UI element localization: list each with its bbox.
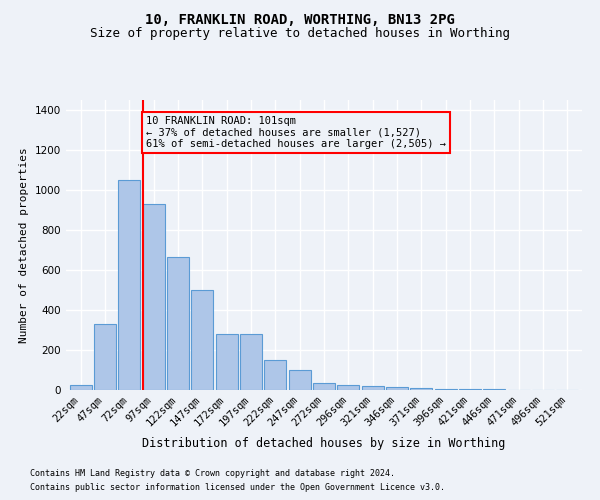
Text: 10, FRANKLIN ROAD, WORTHING, BN13 2PG: 10, FRANKLIN ROAD, WORTHING, BN13 2PG: [145, 12, 455, 26]
Bar: [143, 204, 164, 390]
Y-axis label: Number of detached properties: Number of detached properties: [19, 147, 29, 343]
Bar: [313, 383, 335, 390]
Bar: [215, 334, 238, 390]
Bar: [94, 324, 116, 390]
Bar: [167, 257, 189, 390]
Bar: [118, 180, 140, 390]
Text: Contains public sector information licensed under the Open Government Licence v3: Contains public sector information licen…: [30, 484, 445, 492]
Bar: [240, 334, 262, 390]
Bar: [191, 290, 213, 390]
Text: Size of property relative to detached houses in Worthing: Size of property relative to detached ho…: [90, 28, 510, 40]
Bar: [70, 385, 92, 390]
Text: Contains HM Land Registry data © Crown copyright and database right 2024.: Contains HM Land Registry data © Crown c…: [30, 468, 395, 477]
Bar: [362, 386, 383, 390]
Bar: [435, 389, 457, 390]
Bar: [337, 385, 359, 390]
Bar: [265, 360, 286, 390]
Text: 10 FRANKLIN ROAD: 101sqm
← 37% of detached houses are smaller (1,527)
61% of sem: 10 FRANKLIN ROAD: 101sqm ← 37% of detach…: [146, 116, 446, 149]
Bar: [386, 387, 408, 390]
Bar: [410, 388, 433, 390]
X-axis label: Distribution of detached houses by size in Worthing: Distribution of detached houses by size …: [142, 437, 506, 450]
Bar: [289, 370, 311, 390]
